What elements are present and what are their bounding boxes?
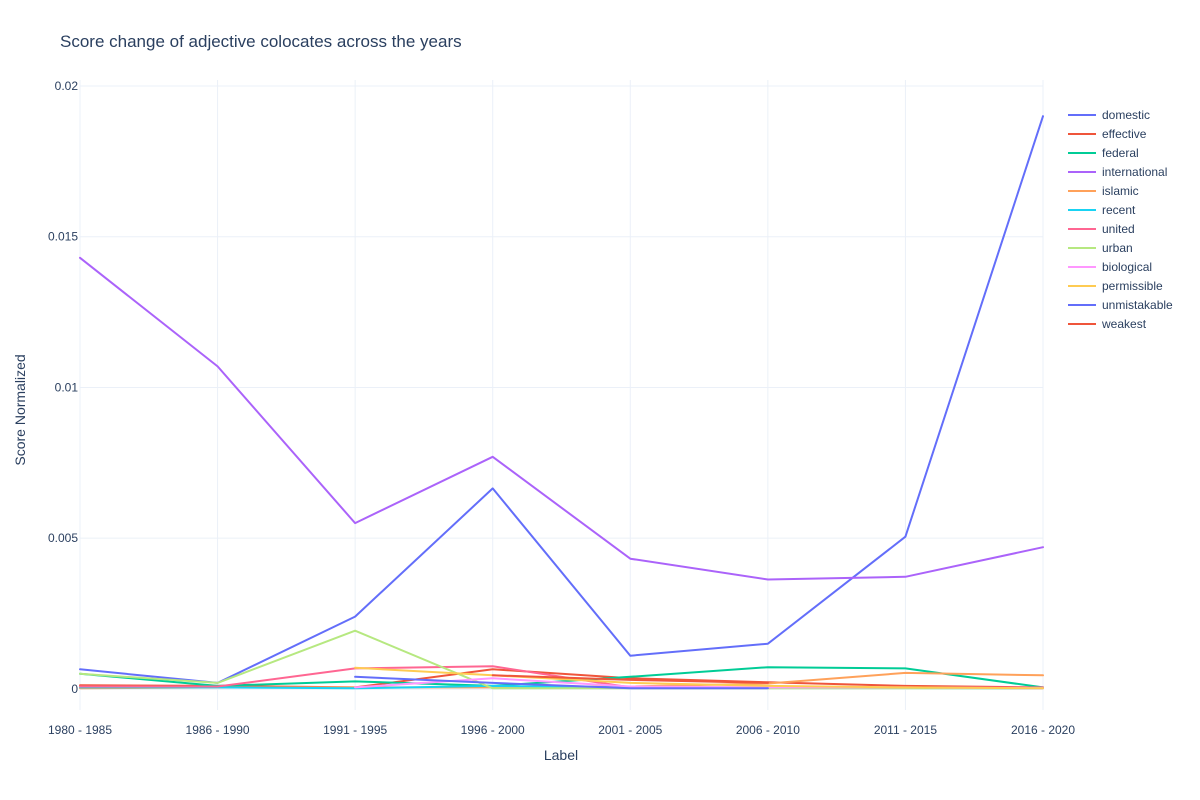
legend[interactable]: domestic effective federal international isl…	[1068, 108, 1173, 331]
legend-item-united[interactable]: united	[1068, 222, 1135, 236]
x-axis-title: Label	[544, 747, 578, 763]
legend-label: domestic	[1102, 108, 1150, 122]
legend-item-weakest[interactable]: weakest	[1068, 317, 1147, 331]
legend-item-biological[interactable]: biological	[1068, 260, 1152, 274]
series-line-international[interactable]	[79, 256, 1044, 581]
x-tick-label: 2016 - 2020	[1011, 723, 1075, 737]
legend-item-international[interactable]: international	[1068, 165, 1167, 179]
series-line-unmistakable[interactable]	[354, 675, 769, 690]
legend-label: urban	[1102, 241, 1133, 255]
legend-label: islamic	[1102, 184, 1139, 198]
series-line-weakest[interactable]	[491, 674, 769, 684]
legend-label: effective	[1102, 127, 1147, 141]
legend-item-domestic[interactable]: domestic	[1068, 108, 1150, 122]
legend-item-urban[interactable]: urban	[1068, 241, 1133, 255]
legend-label: permissible	[1102, 279, 1163, 293]
series-line-federal[interactable]	[79, 666, 1044, 689]
legend-label: weakest	[1101, 317, 1147, 331]
grid-lines	[79, 80, 1044, 710]
x-tick-label: 1991 - 1995	[323, 723, 387, 737]
y-tick-label: 0.015	[48, 230, 78, 244]
x-tick-label: 2011 - 2015	[874, 723, 937, 737]
y-tick-label: 0.02	[55, 79, 79, 93]
legend-label: united	[1102, 222, 1135, 236]
x-tick-label: 1986 - 1990	[186, 723, 250, 737]
y-tick-label: 0.005	[48, 531, 78, 545]
legend-label: recent	[1102, 203, 1136, 217]
x-tick-label: 1996 - 2000	[461, 723, 525, 737]
legend-item-effective[interactable]: effective	[1068, 127, 1147, 141]
series-lines	[79, 115, 1044, 690]
legend-item-federal[interactable]: federal	[1068, 146, 1139, 160]
axis-ticks: 1980 - 1985 1986 - 1990 1991 - 1995 1996 - …	[48, 79, 1075, 737]
legend-item-islamic[interactable]: islamic	[1068, 184, 1139, 198]
legend-label: international	[1102, 165, 1167, 179]
legend-item-permissible[interactable]: permissible	[1068, 279, 1163, 293]
y-tick-label: 0	[71, 682, 78, 696]
series-line-permissible[interactable]	[354, 666, 1044, 690]
legend-item-recent[interactable]: recent	[1068, 203, 1136, 217]
y-tick-label: 0.01	[55, 380, 79, 394]
y-axis-title: Score Normalized	[12, 354, 28, 465]
x-tick-label: 1980 - 1985	[48, 723, 112, 737]
legend-label: federal	[1102, 146, 1139, 160]
legend-label: biological	[1102, 260, 1152, 274]
series-line-domestic[interactable]	[79, 115, 1044, 684]
x-tick-label: 2001 - 2005	[598, 723, 662, 737]
x-tick-label: 2006 - 2010	[736, 723, 800, 737]
chart-title: Score change of adjective colocates acro…	[60, 32, 462, 51]
legend-item-unmistakable[interactable]: unmistakable	[1068, 298, 1173, 312]
legend-label: unmistakable	[1102, 298, 1173, 312]
